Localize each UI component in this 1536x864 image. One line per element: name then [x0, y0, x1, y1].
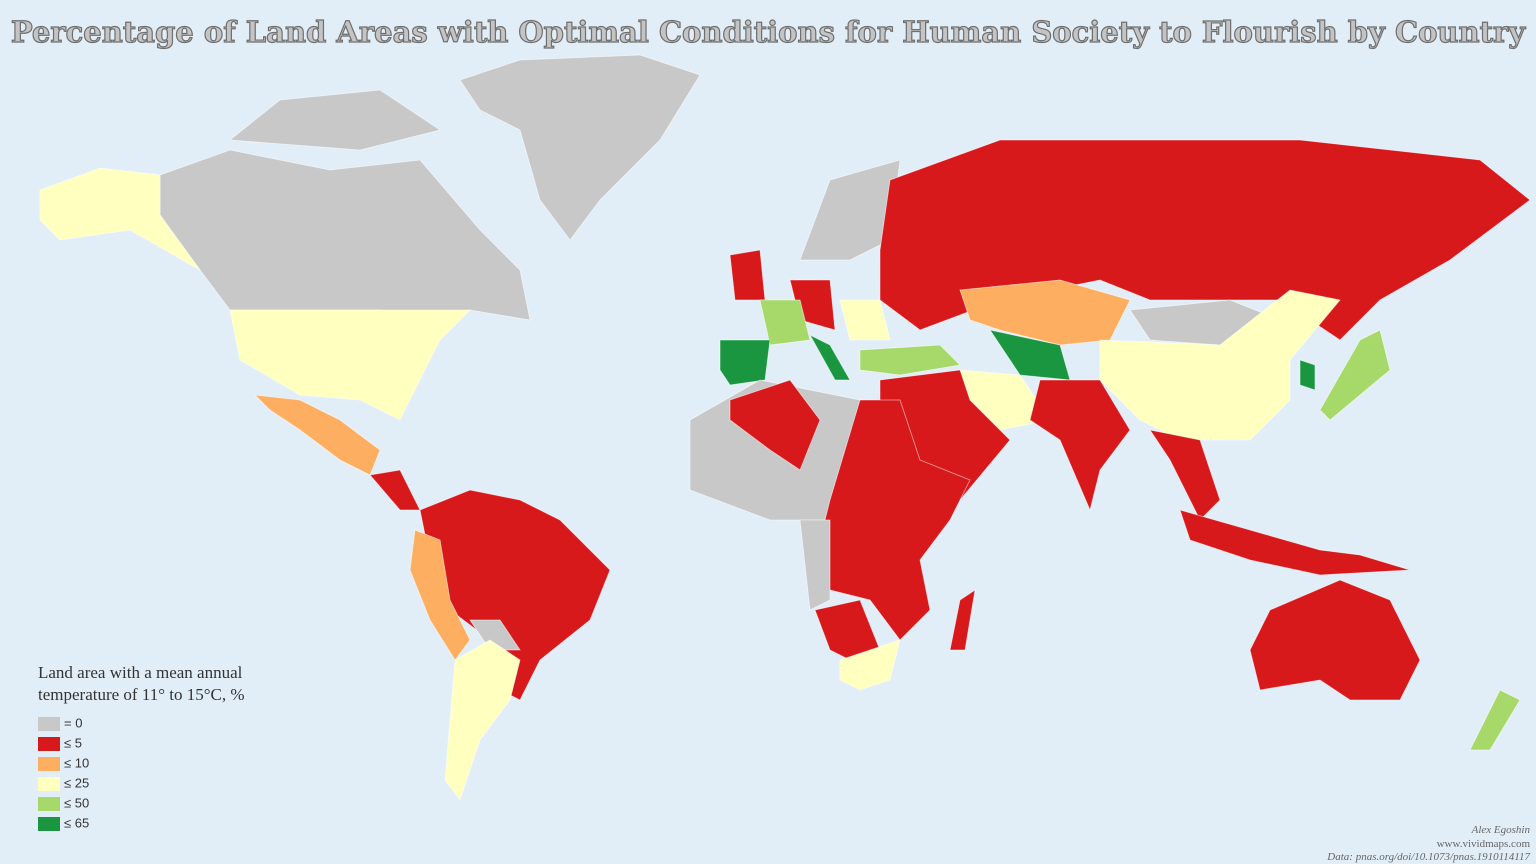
new-zealand — [1469, 689, 1521, 751]
italy — [809, 334, 851, 381]
legend-swatch — [38, 717, 60, 731]
korea — [1299, 359, 1316, 391]
legend-swatch — [38, 777, 60, 791]
turkey — [859, 344, 961, 376]
india — [1029, 379, 1131, 512]
uk — [729, 249, 766, 301]
argentina-chile — [444, 639, 521, 801]
legend-swatch — [38, 737, 60, 751]
france — [759, 299, 811, 346]
legend-title: Land area with a mean annual — [38, 663, 243, 682]
legend-swatch — [38, 797, 60, 811]
china — [1099, 289, 1341, 441]
author: Alex Egoshin — [1471, 824, 1531, 836]
japan — [1319, 329, 1391, 421]
peru — [409, 529, 471, 661]
canada — [159, 149, 531, 341]
legend-label: ≤ 50 — [64, 795, 89, 810]
indonesia — [1179, 509, 1411, 576]
algeria — [729, 379, 821, 471]
kazakhstan — [959, 279, 1131, 346]
madagascar — [949, 589, 976, 651]
australia — [1249, 579, 1421, 701]
legend-label: ≤ 25 — [64, 775, 89, 790]
south-africa — [839, 639, 901, 691]
legend-label: ≤ 5 — [64, 735, 82, 750]
legend-title: temperature of 11° to 15°C, % — [38, 685, 245, 704]
eastern-europe — [839, 299, 891, 341]
southeast-asia — [1149, 429, 1221, 521]
greenland — [459, 54, 701, 241]
legend-label: ≤ 65 — [64, 815, 89, 830]
site: www.vividmaps.com — [1437, 838, 1531, 850]
central-africa — [799, 519, 831, 611]
bolivia — [469, 619, 521, 651]
alaska — [39, 167, 201, 271]
usa — [229, 309, 471, 421]
map-title: Percentage of Land Areas with Optimal Co… — [11, 15, 1526, 49]
legend-label: = 0 — [64, 715, 82, 730]
arctic-islands — [228, 89, 441, 151]
legend-swatch — [38, 757, 60, 771]
legend: = 0 ≤ 5 ≤ 10 ≤ 25 ≤ 50 ≤ 65 — [38, 715, 89, 831]
legend-swatch — [38, 817, 60, 831]
source: Data: pnas.org/doi/10.1073/pnas.19101141… — [1326, 851, 1530, 863]
spain — [719, 339, 771, 386]
countries — [39, 54, 1531, 801]
legend-label: ≤ 10 — [64, 755, 89, 770]
